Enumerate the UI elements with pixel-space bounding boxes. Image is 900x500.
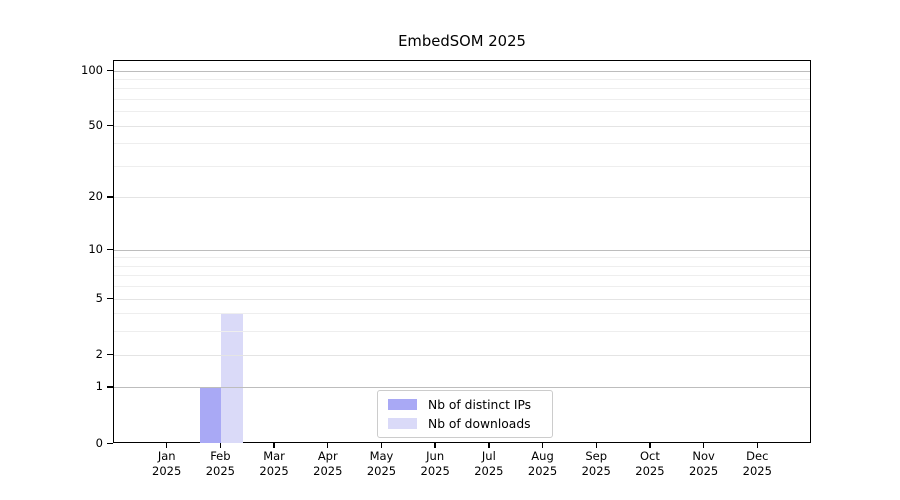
x-tick-label-jan: Jan 2025 (136, 449, 198, 478)
x-tick-year: 2025 (313, 463, 343, 478)
x-tick-month: Jun (426, 449, 445, 463)
x-tick-month: Nov (692, 449, 715, 463)
x-tick-month: Mar (263, 449, 285, 463)
x-tick-year: 2025 (366, 463, 397, 478)
y-gridline-5 (114, 298, 810, 300)
y-gridline-80 (114, 88, 810, 90)
x-tick-label-mar: Mar 2025 (243, 449, 305, 478)
x-tick-month: Dec (746, 449, 769, 463)
x-tick-feb (219, 443, 222, 448)
legend: Nb of distinct IPs Nb of downloads (377, 390, 553, 438)
x-tick-jan (165, 443, 168, 448)
y-gridline-2 (114, 354, 810, 356)
y-tick-label-20: 20 (88, 189, 103, 204)
x-tick-label-may: May 2025 (350, 449, 412, 478)
bar-nb-of-downloads-feb (221, 313, 243, 443)
x-tick-month: May (369, 449, 394, 463)
y-gridline-40 (114, 143, 810, 145)
x-tick-year: 2025 (742, 463, 772, 478)
x-tick-label-sep: Sep 2025 (565, 449, 627, 478)
y-gridline-9 (114, 257, 810, 259)
x-tick-label-dec: Dec 2025 (726, 449, 788, 478)
legend-swatch-distinct-ips (388, 399, 417, 410)
x-tick-may (380, 443, 383, 448)
y-gridline-8 (114, 265, 810, 267)
y-tick-20 (107, 196, 113, 198)
x-tick-month: Oct (639, 449, 660, 463)
x-tick-year: 2025 (474, 463, 504, 478)
legend-label-distinct-ips: Nb of distinct IPs (428, 397, 532, 412)
x-tick-year: 2025 (420, 463, 450, 478)
y-tick-0 (107, 442, 113, 444)
x-tick-year: 2025 (259, 463, 289, 478)
x-tick-label-apr: Apr 2025 (297, 449, 359, 478)
x-tick-label-aug: Aug 2025 (512, 449, 574, 478)
x-tick-month: Jul (481, 449, 496, 463)
x-tick-oct (649, 443, 651, 448)
plot-area (113, 60, 811, 443)
x-tick-month: Apr (317, 449, 338, 463)
legend-label-downloads: Nb of downloads (428, 416, 531, 431)
x-tick-apr (327, 443, 329, 448)
x-tick-dec (756, 443, 758, 448)
y-gridline-90 (114, 78, 810, 80)
x-tick-mar (273, 443, 275, 448)
y-tick-label-10: 10 (88, 241, 103, 256)
x-tick-label-jun: Jun 2025 (404, 449, 466, 478)
x-tick-year: 2025 (152, 463, 182, 478)
y-tick-1 (107, 386, 113, 388)
y-tick-label-100: 100 (81, 62, 103, 77)
y-tick-2 (107, 353, 113, 356)
legend-row-distinct-ips: Nb of distinct IPs (388, 398, 542, 412)
x-tick-month: Jan (157, 449, 176, 463)
y-gridline-3 (114, 331, 810, 333)
x-tick-jun (434, 443, 436, 448)
x-tick-month: Sep (585, 449, 608, 463)
x-tick-label-feb: Feb 2025 (189, 449, 251, 478)
x-tick-label-jul: Jul 2025 (458, 449, 520, 478)
legend-swatch-downloads (388, 418, 417, 429)
y-tick-50 (107, 124, 113, 127)
x-tick-sep (595, 443, 597, 448)
x-tick-year: 2025 (205, 463, 236, 478)
x-tick-month: Aug (531, 449, 554, 463)
y-gridline-50 (114, 125, 810, 127)
y-gridline-6 (114, 286, 810, 288)
x-tick-year: 2025 (581, 463, 611, 478)
x-tick-nov (702, 443, 705, 448)
y-tick-10 (107, 248, 113, 251)
x-tick-year: 2025 (527, 463, 558, 478)
x-tick-jul (488, 443, 490, 448)
x-tick-month: Feb (210, 449, 231, 463)
x-tick-year: 2025 (635, 463, 665, 478)
x-tick-label-oct: Oct 2025 (619, 449, 681, 478)
y-gridline-70 (114, 98, 810, 100)
chart-title: EmbedSOM 2025 (398, 33, 526, 50)
x-tick-aug (541, 443, 544, 448)
y-gridline-4 (114, 313, 810, 315)
x-tick-year: 2025 (688, 463, 719, 478)
y-tick-label-2: 2 (95, 346, 103, 361)
y-gridline-100 (114, 70, 810, 72)
legend-row-downloads: Nb of downloads (388, 417, 542, 431)
y-tick-label-0: 0 (95, 435, 103, 450)
bars-layer (114, 61, 810, 443)
y-gridline-20 (114, 197, 810, 199)
bar-nb-of-distinct-ips-feb (199, 387, 222, 443)
y-gridline-1 (114, 387, 810, 389)
y-gridline-30 (114, 165, 810, 167)
y-tick-label-1: 1 (95, 379, 103, 394)
y-gridline-7 (114, 275, 810, 277)
y-gridline-60 (114, 111, 810, 113)
y-tick-5 (107, 297, 113, 300)
y-tick-label-50: 50 (88, 117, 103, 132)
y-tick-100 (107, 69, 113, 71)
y-tick-label-5: 5 (95, 290, 103, 305)
grid-layer (114, 61, 810, 442)
x-tick-label-nov: Nov 2025 (673, 449, 735, 478)
y-gridline-10 (114, 249, 810, 251)
